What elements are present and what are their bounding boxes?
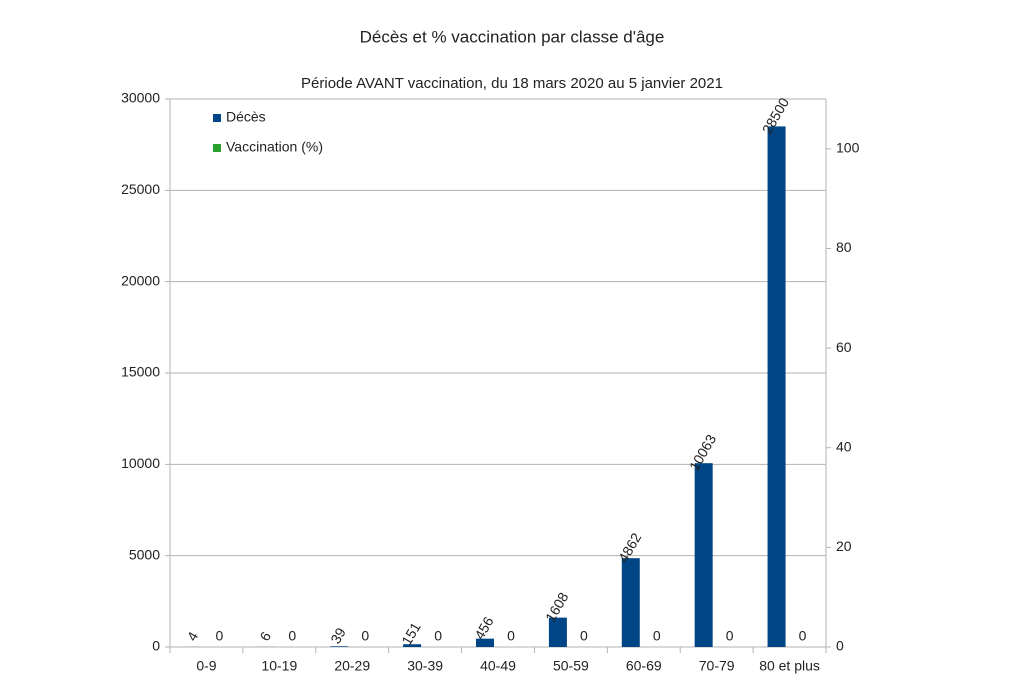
x-tick-label: 0-9 — [196, 658, 216, 674]
value-label: 0 — [216, 628, 224, 644]
value-label: 0 — [361, 628, 369, 644]
legend-swatch — [213, 114, 221, 122]
value-label: 0 — [507, 628, 515, 644]
y2-tick-label: 80 — [836, 239, 852, 255]
bar — [621, 558, 640, 647]
legend-label: Vaccination (%) — [226, 139, 323, 155]
x-tick-label: 20-29 — [334, 658, 370, 674]
y2-tick-label: 0 — [836, 638, 844, 654]
y-tick-label: 15000 — [121, 364, 160, 380]
chart-title: Décès et % vaccination par classe d'âge — [360, 27, 665, 46]
x-tick-label: 30-39 — [407, 658, 443, 674]
y-tick-label: 5000 — [129, 546, 160, 562]
value-label: 1608 — [542, 589, 572, 624]
x-tick-label: 60-69 — [626, 658, 662, 674]
bar — [403, 644, 422, 647]
bar — [694, 463, 713, 647]
value-label: 0 — [653, 628, 661, 644]
value-label: 0 — [434, 628, 442, 644]
y-tick-label: 25000 — [121, 181, 160, 197]
value-label: 6 — [256, 629, 274, 644]
value-label: 0 — [288, 628, 296, 644]
x-tick-label: 70-79 — [699, 658, 735, 674]
y2-tick-label: 60 — [836, 339, 852, 355]
x-tick-label: 40-49 — [480, 658, 516, 674]
bar — [548, 617, 567, 647]
value-label: 0 — [580, 628, 588, 644]
value-label: 0 — [726, 628, 734, 644]
y-tick-label: 0 — [152, 638, 160, 654]
y2-tick-label: 40 — [836, 438, 852, 454]
x-tick-label: 80 et plus — [759, 658, 820, 674]
value-label: 10063 — [686, 431, 719, 473]
legend-swatch — [213, 144, 221, 152]
value-label: 39 — [327, 625, 349, 647]
value-label: 456 — [471, 614, 497, 642]
y-tick-label: 30000 — [121, 90, 160, 106]
x-tick-label: 10-19 — [261, 658, 297, 674]
y2-tick-label: 20 — [836, 538, 852, 554]
y2-tick-label: 100 — [836, 140, 860, 156]
value-label: 4 — [183, 629, 201, 644]
legend-label: Décès — [226, 109, 266, 125]
bar — [330, 646, 349, 647]
value-label: 28500 — [759, 95, 792, 137]
x-tick-label: 50-59 — [553, 658, 589, 674]
value-label: 151 — [398, 619, 424, 647]
bar — [767, 126, 786, 647]
value-label: 0 — [799, 628, 807, 644]
y-tick-label: 10000 — [121, 455, 160, 471]
y-tick-label: 20000 — [121, 272, 160, 288]
chart-subtitle: Période AVANT vaccination, du 18 mars 20… — [301, 75, 723, 92]
bar — [476, 638, 494, 647]
value-label: 4862 — [615, 530, 645, 565]
